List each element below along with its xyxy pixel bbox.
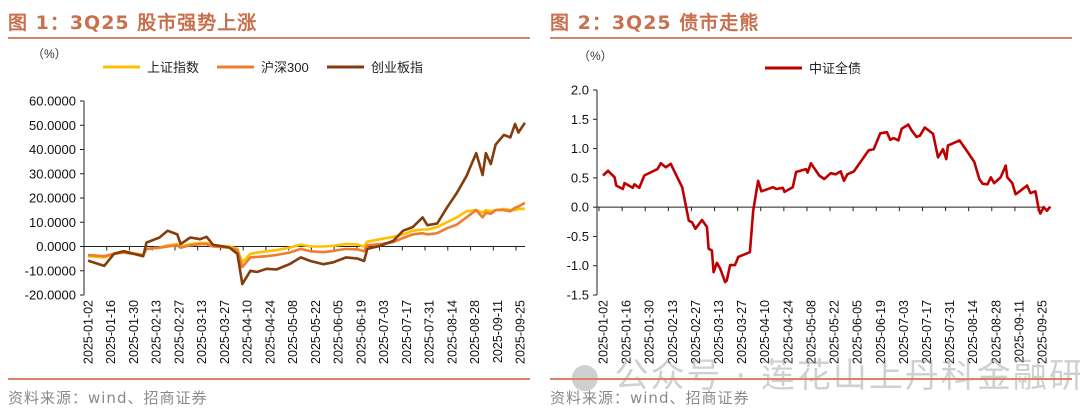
chart-1-bottom-rule — [8, 378, 530, 380]
y-tick-label: 0.5 — [571, 170, 589, 185]
x-tick-label: 2025-06-19 — [874, 300, 888, 364]
x-tick-label: 2025-08-28 — [989, 300, 1003, 364]
x-tick-label: 2025-07-17 — [400, 300, 414, 364]
x-tick-label: 2025-05-22 — [309, 300, 323, 364]
x-tick-label: 2025-07-03 — [377, 300, 391, 364]
x-tick-label: 2025-04-10 — [241, 300, 255, 364]
unit-label: （%） — [578, 49, 613, 63]
x-tick-label: 2025-07-31 — [943, 300, 957, 364]
y-tick-label: 60.0000 — [29, 94, 76, 109]
y-tick-label: -1.0 — [567, 258, 589, 273]
x-tick-label: 2025-01-30 — [643, 300, 657, 364]
x-tick-label: 2025-04-24 — [781, 300, 795, 364]
x-tick-label: 2025-09-25 — [514, 300, 528, 364]
chart-1-title-rule — [8, 37, 530, 39]
y-tick-label: 20.0000 — [29, 191, 76, 206]
y-tick-label: 10.0000 — [29, 215, 76, 230]
watermark-text: 公众号 · 莲花山上丹科金融研究 — [614, 356, 1080, 396]
x-tick-label: 2025-05-22 — [828, 300, 842, 364]
x-tick-label: 2025-03-13 — [712, 300, 726, 364]
y-tick-label: -10.0000 — [25, 263, 76, 278]
y-tick-label: -20.0000 — [25, 288, 76, 303]
x-tick-label: 2025-01-02 — [82, 300, 96, 364]
x-tick-label: 2025-04-24 — [263, 300, 277, 364]
chart-2-title: 图 2：3Q25 债市走熊 — [550, 12, 760, 34]
x-tick-label: 2025-02-27 — [172, 300, 186, 364]
x-tick-label: 2025-08-28 — [468, 300, 482, 364]
x-tick-label: 2025-05-08 — [286, 300, 300, 364]
x-tick-label: 2025-01-16 — [620, 300, 634, 364]
series-line-0 — [602, 123, 1052, 284]
y-tick-label: 1.0 — [571, 141, 589, 156]
chart-2-source: 资料来源：wind、招商证券 — [550, 389, 750, 407]
x-tick-label: 2025-01-16 — [104, 300, 118, 364]
legend-label-2: 创业板指 — [371, 60, 423, 75]
x-tick-label: 2025-02-13 — [150, 300, 164, 364]
chart-2-title-rule — [550, 37, 1072, 39]
legend-label-0: 中证全债 — [809, 61, 861, 76]
x-tick-label: 2025-07-03 — [897, 300, 911, 364]
series-line-1 — [87, 201, 526, 269]
watermark: ● 公众号 · 莲花山上丹科金融研究 — [570, 348, 1080, 397]
x-tick-label: 2025-02-27 — [689, 300, 703, 364]
x-tick-label: 2025-09-11 — [1012, 300, 1026, 363]
y-tick-label: 0.0 — [571, 200, 589, 215]
x-tick-label: 2025-08-14 — [966, 300, 980, 364]
x-tick-label: 2025-02-13 — [666, 300, 680, 364]
chart-1-source: 资料来源：wind、招商证券 — [8, 389, 208, 407]
x-tick-label: 2025-03-27 — [218, 300, 232, 364]
y-tick-label: 2.0 — [571, 83, 589, 98]
legend-label-0: 上证指数 — [147, 60, 199, 75]
x-tick-label: 2025-01-30 — [127, 300, 141, 364]
y-tick-label: 0.0000 — [36, 239, 76, 254]
chart-2-bottom-rule — [550, 378, 1072, 380]
x-tick-label: 2025-05-08 — [804, 300, 818, 364]
unit-label: （%） — [32, 47, 67, 61]
y-tick-label: 40.0000 — [29, 142, 76, 157]
series-line-2 — [87, 122, 526, 286]
x-tick-label: 2025-09-11 — [491, 300, 505, 363]
x-tick-label: 2025-08-14 — [445, 300, 459, 364]
y-tick-label: -1.5 — [567, 288, 589, 303]
chart-1: （%） 60.0000 50.0000 40.0000 30.0000 20.0000 10… — [25, 47, 528, 364]
x-tick-label: 2025-07-31 — [423, 300, 437, 364]
x-tick-label: 2025-04-10 — [758, 300, 772, 364]
x-tick-label: 2025-01-02 — [597, 300, 611, 364]
y-tick-label: -0.5 — [567, 229, 589, 244]
x-tick-label: 2025-07-17 — [920, 300, 934, 364]
y-tick-label: 50.0000 — [29, 118, 76, 133]
x-tick-label: 2025-06-05 — [851, 300, 865, 364]
x-tick-label: 2025-09-25 — [1036, 300, 1050, 364]
x-tick-label: 2025-03-13 — [195, 300, 209, 364]
x-tick-label: 2025-03-27 — [735, 300, 749, 364]
chart-1-title: 图 1：3Q25 股市强势上涨 — [8, 12, 258, 34]
y-tick-label: 30.0000 — [29, 166, 76, 181]
y-tick-label: 1.5 — [571, 112, 589, 127]
x-tick-label: 2025-06-19 — [354, 300, 368, 364]
wechat-icon: ● — [570, 356, 602, 396]
legend-label-1: 沪深300 — [261, 60, 309, 75]
x-tick-label: 2025-06-05 — [332, 300, 346, 364]
